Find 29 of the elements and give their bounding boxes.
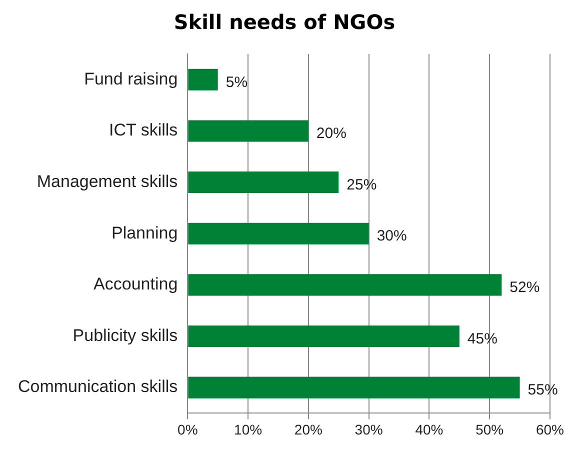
data-label: 20% <box>316 125 346 142</box>
chart-title: Skill needs of NGOs <box>174 10 396 34</box>
y-tick-label: Fund raising <box>84 69 178 88</box>
y-tick-label: Publicity skills <box>72 326 178 345</box>
y-tick-label: Accounting <box>94 274 178 294</box>
y-tick-label: ICT skills <box>109 120 178 140</box>
data-label: 30% <box>376 228 407 245</box>
x-tick-label: 50% <box>476 421 504 438</box>
data-label: 25% <box>346 176 377 194</box>
bar <box>188 274 502 296</box>
x-tick-label: 60% <box>536 421 564 438</box>
bar <box>188 325 460 348</box>
bar <box>188 222 369 244</box>
bar <box>188 68 218 90</box>
y-tick-label: Planning <box>111 223 178 242</box>
bar <box>188 172 339 194</box>
x-tick-label: 10% <box>234 421 262 438</box>
data-label: 52% <box>510 279 540 296</box>
data-label: 5% <box>226 74 248 91</box>
y-tick-label: Communication skills <box>18 377 178 396</box>
x-tick-label: 40% <box>415 421 444 438</box>
data-label: 55% <box>528 382 558 399</box>
bar <box>188 376 520 398</box>
data-label: 45% <box>467 330 498 348</box>
x-tick-label: 30% <box>354 421 383 438</box>
x-tick-label: 0% <box>178 421 198 438</box>
y-tick-label: Management skills <box>36 172 178 191</box>
bar <box>188 120 308 142</box>
x-tick-label: 20% <box>294 421 322 438</box>
